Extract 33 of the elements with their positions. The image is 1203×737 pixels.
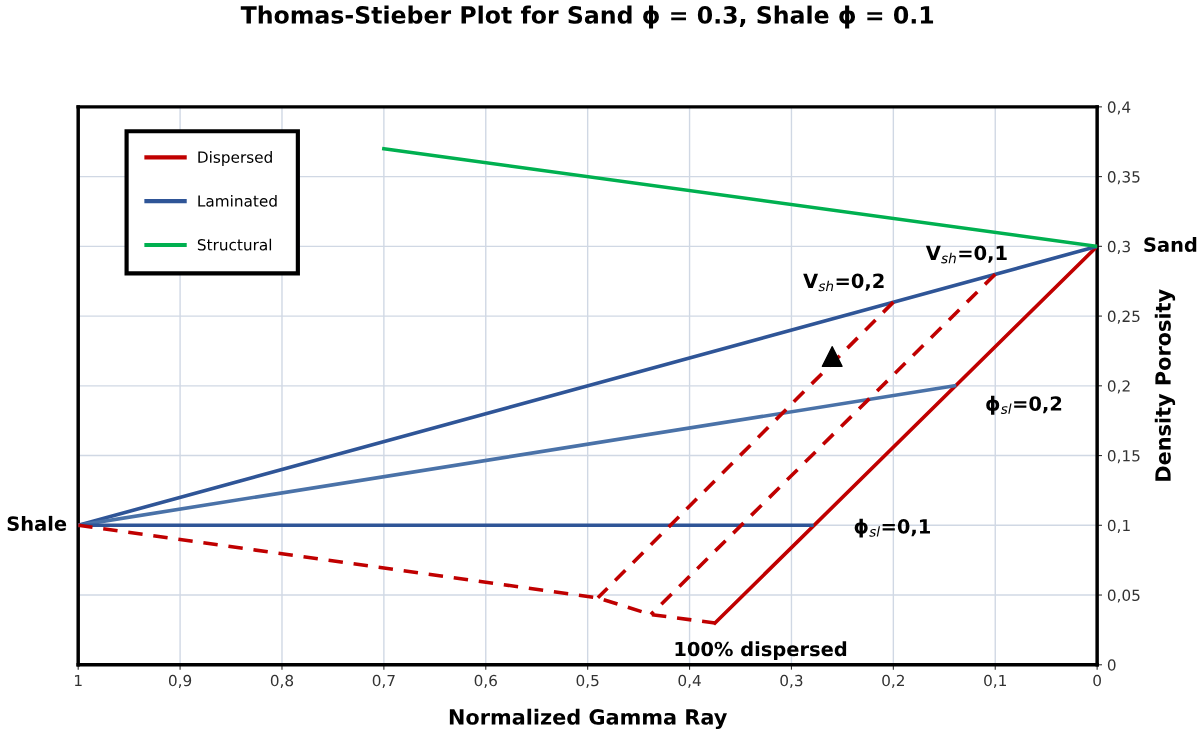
x-tick-label: 0,1 bbox=[984, 674, 1006, 688]
y-tick-label: 0,1 bbox=[1107, 519, 1130, 533]
annotation: Shale bbox=[7, 515, 67, 531]
x-tick-label: 0 bbox=[1093, 674, 1101, 687]
y-axis-title: Density Porosity bbox=[1154, 289, 1176, 481]
y-tick-label: 0,2 bbox=[1107, 380, 1130, 394]
y-tick-label: 0,15 bbox=[1107, 450, 1140, 464]
x-tick-label: 0,2 bbox=[882, 674, 904, 688]
annotation: Sand bbox=[1144, 236, 1197, 252]
x-tick-label: 0,9 bbox=[168, 674, 192, 688]
y-tick-label: 0,4 bbox=[1107, 101, 1131, 115]
annotation: ϕ$_{sl}$=0,2 bbox=[986, 395, 1062, 415]
y-tick-label: 0 bbox=[1107, 659, 1116, 671]
chart-title: Thomas-Stieber Plot for Sand ϕ = 0.3, Shale ϕ = 0.1 bbox=[240, 5, 934, 29]
x-tick-label: 0,7 bbox=[372, 674, 395, 688]
annotation: V$_{sh}$=0,2 bbox=[803, 273, 884, 292]
legend-label: Laminated bbox=[198, 194, 277, 207]
legend-label: Structural bbox=[197, 238, 272, 251]
annotation: V$_{sh}$=0,1 bbox=[925, 245, 1007, 264]
x-tick-label: 1 bbox=[75, 674, 82, 687]
legend-label: Dispersed bbox=[198, 151, 272, 166]
y-tick-label: 0,35 bbox=[1107, 171, 1140, 185]
annotation: ϕ$_{sl}$=0,1 bbox=[854, 518, 930, 538]
annotation: 100% dispersed bbox=[675, 641, 847, 661]
y-tick-label: 0,25 bbox=[1107, 310, 1140, 324]
x-tick-label: 0,6 bbox=[474, 674, 497, 688]
x-tick-label: 0,8 bbox=[270, 674, 294, 688]
y-tick-label: 0,05 bbox=[1107, 589, 1140, 603]
x-axis-title: Normalized Gamma Ray bbox=[449, 708, 727, 730]
x-tick-label: 0,5 bbox=[576, 674, 599, 688]
x-tick-label: 0,3 bbox=[780, 674, 803, 688]
x-tick-label: 0,4 bbox=[678, 674, 701, 688]
y-tick-label: 0,3 bbox=[1107, 240, 1130, 254]
